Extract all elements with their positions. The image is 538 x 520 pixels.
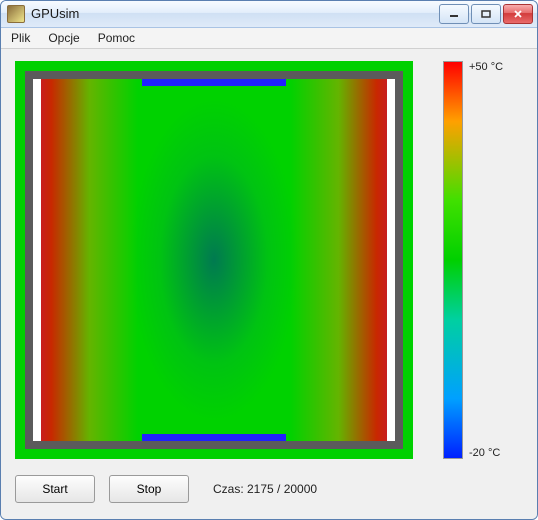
- close-button[interactable]: [503, 4, 533, 24]
- menu-plik[interactable]: Plik: [11, 31, 30, 45]
- window-title: GPUsim: [31, 6, 439, 21]
- start-button[interactable]: Start: [15, 475, 95, 503]
- legend-gradient: [443, 61, 463, 459]
- heatmap-top-source: [142, 79, 287, 86]
- heatmap: [33, 79, 395, 441]
- color-legend: +50 °C -20 °C: [443, 61, 503, 459]
- legend-max: +50 °C: [469, 61, 503, 73]
- titlebar[interactable]: GPUsim: [1, 1, 537, 28]
- content-row: +50 °C -20 °C: [15, 61, 523, 459]
- app-window: GPUsim Plik Opcje Pomoc: [0, 0, 538, 520]
- minimize-button[interactable]: [439, 4, 469, 24]
- legend-labels: +50 °C -20 °C: [469, 61, 503, 459]
- simulation-panel: [15, 61, 413, 459]
- status-text: Czas: 2175 / 20000: [213, 482, 317, 496]
- close-icon: [513, 10, 523, 18]
- maximize-icon: [481, 10, 491, 18]
- heatmap-left-edge: [33, 79, 41, 441]
- legend-min: -20 °C: [469, 447, 503, 459]
- minimize-icon: [449, 10, 459, 18]
- controls-row: Start Stop Czas: 2175 / 20000: [15, 471, 523, 507]
- menu-opcje[interactable]: Opcje: [48, 31, 79, 45]
- window-buttons: [439, 4, 533, 24]
- heatmap-field: [41, 79, 387, 441]
- menubar: Plik Opcje Pomoc: [1, 28, 537, 49]
- stop-button[interactable]: Stop: [109, 475, 189, 503]
- client-area: +50 °C -20 °C Start Stop Czas: 2175 / 20…: [1, 49, 537, 519]
- app-icon: [7, 5, 25, 23]
- menu-pomoc[interactable]: Pomoc: [98, 31, 135, 45]
- maximize-button[interactable]: [471, 4, 501, 24]
- heatmap-bottom-source: [142, 434, 287, 441]
- heatmap-right-edge: [387, 79, 395, 441]
